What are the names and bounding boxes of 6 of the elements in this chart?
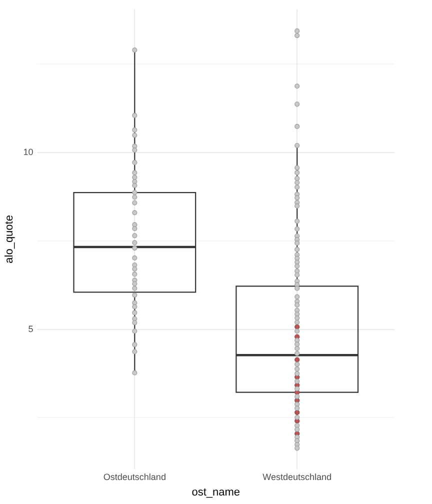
x-axis-title: ost_name: [192, 486, 240, 498]
x-tick-label: Ostdeutschland: [103, 472, 166, 482]
x-tick-label: Westdeutschland: [262, 472, 332, 482]
y-tick-label: 10: [23, 147, 34, 158]
y-axis-title: alo_quote: [4, 215, 16, 264]
y-tick-label: 5: [28, 324, 34, 334]
